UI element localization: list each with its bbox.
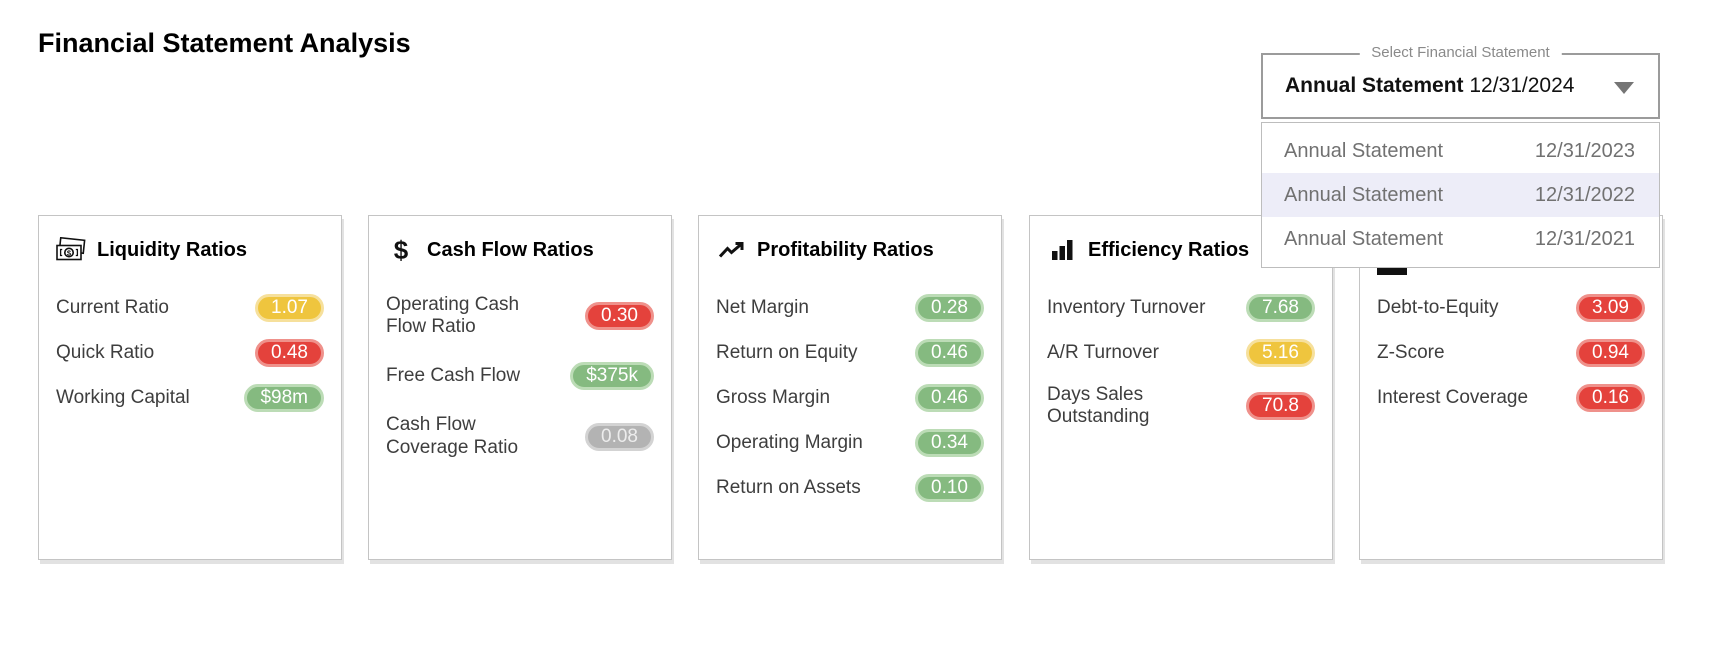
selected-statement-date: 12/31/2024 <box>1469 74 1575 97</box>
status-badge: 7.68 <box>1246 294 1315 322</box>
option-name: Annual Statement <box>1284 183 1443 206</box>
metric-label: Working Capital <box>56 386 190 408</box>
option-name: Annual Statement <box>1284 227 1443 250</box>
option-date: 12/31/2021 <box>1534 227 1635 250</box>
card-header: $ Cash Flow Ratios <box>386 234 654 266</box>
status-badge: 0.30 <box>585 302 654 331</box>
card-title: Efficiency Ratios <box>1088 238 1250 261</box>
metric-label: Net Margin <box>716 296 809 318</box>
menu-item-statement-2023[interactable]: Annual Statement 12/31/2023 <box>1262 129 1659 173</box>
metric-label: A/R Turnover <box>1047 341 1159 363</box>
metric-row: Free Cash Flow $375k <box>386 362 654 391</box>
metric-label: Operating Margin <box>716 431 863 453</box>
metric-row: A/R Turnover 5.16 <box>1047 339 1315 367</box>
svg-text:$: $ <box>67 248 72 257</box>
trending-up-icon <box>716 237 746 263</box>
metric-row: Quick Ratio 0.48 <box>56 339 324 367</box>
card-title: Liquidity Ratios <box>97 238 247 261</box>
menu-item-statement-2021[interactable]: Annual Statement 12/31/2021 <box>1262 217 1659 261</box>
status-badge: 0.46 <box>915 384 984 412</box>
metric-label: Z-Score <box>1377 341 1445 363</box>
metric-row: Gross Margin 0.46 <box>716 384 984 412</box>
leverage-ratios-card: Debt-to-Equity 3.09 Z-Score 0.94 Interes… <box>1359 215 1663 560</box>
metric-row: Days Sales Outstanding 70.8 <box>1047 384 1315 428</box>
status-badge: 0.94 <box>1576 339 1645 367</box>
status-badge: 0.28 <box>915 294 984 322</box>
metric-label: Days Sales Outstanding <box>1047 384 1150 428</box>
liquidity-ratios-card: $ Liquidity Ratios Current Ratio 1.07 Qu… <box>38 215 342 560</box>
statement-dropdown-menu: Annual Statement 12/31/2023 Annual State… <box>1261 122 1660 268</box>
status-badge: 0.10 <box>915 474 984 502</box>
statement-select[interactable]: Select Financial Statement Annual Statem… <box>1261 44 1660 119</box>
card-title: Profitability Ratios <box>757 238 934 261</box>
status-badge: $98m <box>244 384 324 412</box>
metric-label: Return on Equity <box>716 341 858 363</box>
status-badge: 0.16 <box>1576 384 1645 412</box>
metric-label: Free Cash Flow <box>386 365 521 387</box>
option-name: Annual Statement <box>1284 139 1443 162</box>
metric-row: Debt-to-Equity 3.09 <box>1377 294 1645 322</box>
status-badge: 1.07 <box>255 294 324 322</box>
status-badge: 0.48 <box>255 339 324 367</box>
metric-label: Operating Cash Flow Ratio <box>386 294 520 338</box>
metric-label: Inventory Turnover <box>1047 296 1206 318</box>
metric-row: Interest Coverage 0.16 <box>1377 384 1645 412</box>
metric-label: Interest Coverage <box>1377 386 1529 408</box>
profitability-ratios-card: Profitability Ratios Net Margin 0.28 Ret… <box>698 215 1002 560</box>
metric-row: Return on Equity 0.46 <box>716 339 984 367</box>
statement-select-label: Select Financial Statement <box>1359 44 1562 61</box>
banknote-icon: $ <box>56 237 86 263</box>
metric-label: Current Ratio <box>56 296 169 318</box>
statement-select-value: Annual Statement 12/31/2024 <box>1285 74 1574 98</box>
status-badge: 0.08 <box>585 422 654 451</box>
status-badge: 5.16 <box>1246 339 1315 367</box>
metric-row: Z-Score 0.94 <box>1377 339 1645 367</box>
metric-row: Cash Flow Coverage Ratio 0.08 <box>386 414 654 458</box>
page-title: Financial Statement Analysis <box>38 28 411 58</box>
status-badge: 70.8 <box>1246 392 1315 421</box>
option-date: 12/31/2022 <box>1534 183 1635 206</box>
metric-row: Operating Margin 0.34 <box>716 429 984 457</box>
card-title: Cash Flow Ratios <box>427 238 594 261</box>
metric-label: Return on Assets <box>716 476 861 498</box>
metric-label: Quick Ratio <box>56 341 155 363</box>
dollar-sign-icon: $ <box>393 235 409 265</box>
metric-row: Net Margin 0.28 <box>716 294 984 322</box>
card-header: $ Liquidity Ratios <box>56 234 324 266</box>
card-header: Efficiency Ratios <box>1047 234 1315 266</box>
cash-flow-ratios-card: $ Cash Flow Ratios Operating Cash Flow R… <box>368 215 672 560</box>
metric-label: Cash Flow Coverage Ratio <box>386 414 519 458</box>
status-badge: 3.09 <box>1576 294 1645 322</box>
bar-chart-icon <box>1047 237 1077 263</box>
status-badge: $375k <box>570 362 654 391</box>
status-badge: 0.34 <box>915 429 984 457</box>
metric-row: Working Capital $98m <box>56 384 324 412</box>
metric-row: Operating Cash Flow Ratio 0.30 <box>386 294 654 338</box>
efficiency-ratios-card: Efficiency Ratios Inventory Turnover 7.6… <box>1029 215 1333 560</box>
status-badge: 0.46 <box>915 339 984 367</box>
metric-row: Return on Assets 0.10 <box>716 474 984 502</box>
menu-item-statement-2022[interactable]: Annual Statement 12/31/2022 <box>1262 173 1659 217</box>
chevron-down-icon[interactable] <box>1614 82 1634 94</box>
metric-label: Debt-to-Equity <box>1377 296 1499 318</box>
metric-label: Gross Margin <box>716 386 831 408</box>
selected-statement-name: Annual Statement <box>1285 74 1470 97</box>
metric-row: Inventory Turnover 7.68 <box>1047 294 1315 322</box>
option-date: 12/31/2023 <box>1534 139 1635 162</box>
card-header: Profitability Ratios <box>716 234 984 266</box>
metric-row: Current Ratio 1.07 <box>56 294 324 322</box>
